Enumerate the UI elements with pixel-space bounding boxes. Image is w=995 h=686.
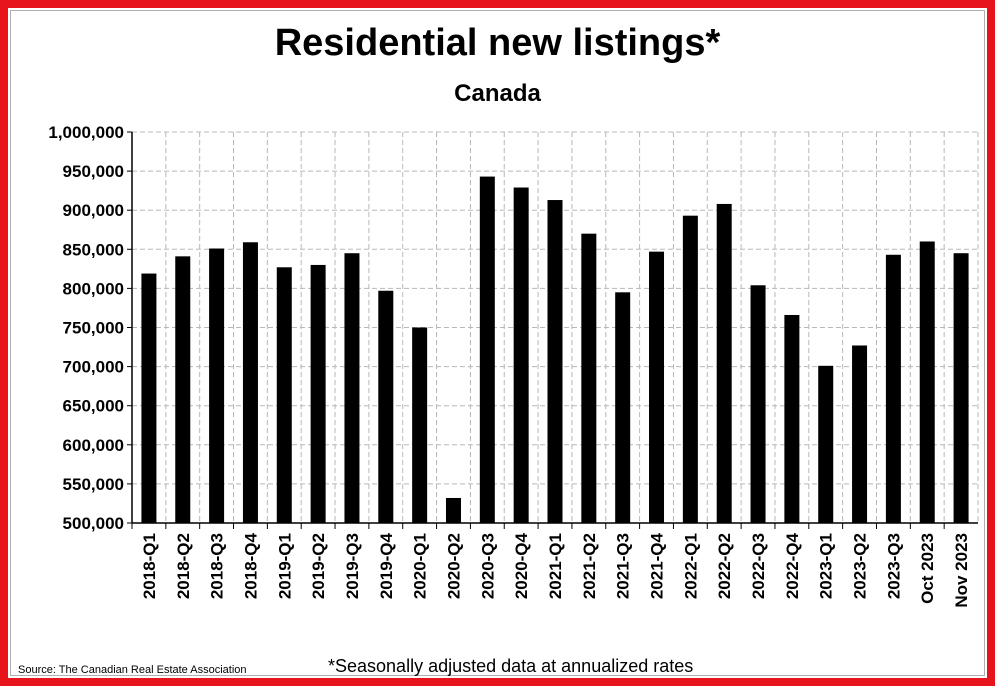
bar <box>818 365 834 523</box>
x-tick-label: 2023-Q2 <box>851 533 870 599</box>
x-tick-label: 2022-Q3 <box>749 533 768 599</box>
x-tick-label: 2020-Q1 <box>411 533 430 599</box>
bar <box>953 253 969 523</box>
x-tick-label: 2021-Q2 <box>580 533 599 599</box>
bar <box>649 251 665 523</box>
x-tick-label: 2023-Q1 <box>817 533 836 599</box>
x-tick-label: 2019-Q3 <box>343 533 362 599</box>
bar <box>310 264 326 523</box>
chart-title: Residential new listings* <box>274 22 721 64</box>
y-tick-label: 800,000 <box>63 279 124 298</box>
bar <box>141 273 157 523</box>
chart-area-border <box>10 10 985 676</box>
bar <box>885 254 901 524</box>
x-tick-label: 2018-Q3 <box>208 533 227 599</box>
x-tick-label: 2019-Q4 <box>377 532 396 599</box>
bar <box>682 215 698 523</box>
x-tick-label: 2020-Q3 <box>478 533 497 599</box>
y-tick-label: 950,000 <box>63 162 124 181</box>
chart-subtitle: Canada <box>454 80 541 107</box>
bar <box>344 253 360 523</box>
x-tick-label: 2018-Q2 <box>174 533 193 599</box>
y-tick-label: 700,000 <box>63 358 124 377</box>
bar <box>716 203 732 523</box>
x-tick-label: Oct 2023 <box>918 533 937 604</box>
bar <box>242 242 258 523</box>
bar <box>412 327 428 523</box>
x-tick-label: 2018-Q1 <box>140 533 159 599</box>
bar <box>615 292 631 523</box>
bar <box>784 314 800 523</box>
x-tick-label: Nov 2023 <box>952 533 971 608</box>
bar <box>581 233 597 523</box>
y-tick-label: 600,000 <box>63 436 124 455</box>
bar <box>919 241 935 524</box>
bar <box>175 256 191 523</box>
bar <box>750 285 766 523</box>
bar <box>445 497 461 523</box>
source-note: Source: The Canadian Real Estate Associa… <box>18 664 247 676</box>
bar <box>852 345 868 523</box>
footnote: *Seasonally adjusted data at annualized … <box>328 656 694 676</box>
x-tick-label: 2021-Q4 <box>648 532 667 599</box>
y-tick-label: 900,000 <box>63 201 124 220</box>
bar <box>479 176 495 523</box>
x-tick-label: 2019-Q1 <box>275 533 294 599</box>
x-tick-label: 2023-Q3 <box>884 533 903 599</box>
bar <box>513 187 529 523</box>
x-tick-label: 2022-Q4 <box>783 532 802 599</box>
x-tick-label: 2021-Q3 <box>614 533 633 599</box>
bar <box>547 200 563 523</box>
y-tick-label: 550,000 <box>63 475 124 494</box>
bar <box>209 248 225 523</box>
x-tick-label: 2022-Q2 <box>715 533 734 599</box>
y-tick-label: 500,000 <box>63 514 124 533</box>
bar <box>378 290 394 523</box>
x-tick-label: 2022-Q1 <box>681 533 700 599</box>
x-tick-label: 2020-Q4 <box>512 532 531 599</box>
x-tick-label: 2020-Q2 <box>444 533 463 599</box>
y-tick-label: 850,000 <box>63 240 124 259</box>
x-tick-label: 2021-Q1 <box>546 533 565 599</box>
y-tick-label: 650,000 <box>63 397 124 416</box>
x-tick-label: 2019-Q2 <box>309 533 328 599</box>
x-tick-label: 2018-Q4 <box>241 532 260 599</box>
y-tick-label: 750,000 <box>63 319 124 338</box>
bar <box>276 267 292 523</box>
y-tick-label: 1,000,000 <box>48 123 124 142</box>
